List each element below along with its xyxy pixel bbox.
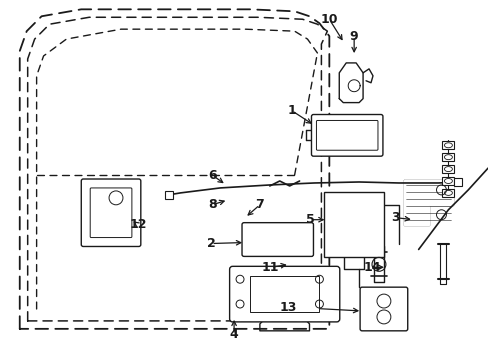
FancyBboxPatch shape <box>230 266 340 322</box>
Bar <box>442 165 454 173</box>
Text: 11: 11 <box>262 261 280 274</box>
Text: 4: 4 <box>230 328 239 341</box>
Text: 10: 10 <box>320 13 338 26</box>
Text: 1: 1 <box>287 104 296 117</box>
Bar <box>324 192 384 257</box>
Text: 12: 12 <box>129 218 147 231</box>
Text: 13: 13 <box>280 301 297 314</box>
Text: 9: 9 <box>350 30 359 42</box>
FancyBboxPatch shape <box>81 179 141 247</box>
FancyBboxPatch shape <box>360 287 408 331</box>
Bar <box>442 189 454 197</box>
Bar <box>442 177 454 185</box>
FancyBboxPatch shape <box>90 188 132 238</box>
FancyBboxPatch shape <box>242 223 314 256</box>
Text: 3: 3 <box>392 211 400 224</box>
FancyBboxPatch shape <box>317 121 378 150</box>
Text: 2: 2 <box>207 237 216 250</box>
Bar <box>454 178 462 186</box>
Polygon shape <box>404 180 453 225</box>
Text: 5: 5 <box>306 213 315 226</box>
Text: 7: 7 <box>255 198 264 211</box>
Text: 6: 6 <box>208 168 217 181</box>
Text: 8: 8 <box>208 198 217 211</box>
Bar <box>165 191 172 199</box>
Bar <box>250 276 319 312</box>
FancyBboxPatch shape <box>312 114 383 156</box>
Bar <box>442 141 454 149</box>
Text: 14: 14 <box>363 261 381 274</box>
Bar <box>442 153 454 161</box>
